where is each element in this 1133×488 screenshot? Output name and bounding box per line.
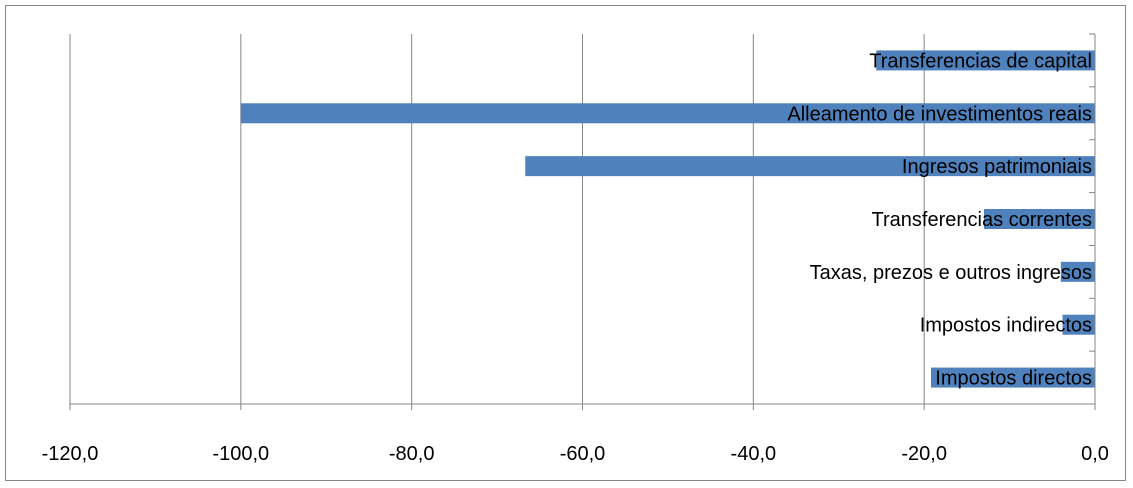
- category-label: Transferencias correntes: [872, 209, 1092, 231]
- category-label: Ingresos patrimoniais: [902, 156, 1092, 178]
- x-tick-label: -100,0: [212, 443, 269, 465]
- axes: [69, 33, 1096, 410]
- bar: [1062, 314, 1095, 335]
- x-tick-label: -20,0: [901, 443, 947, 465]
- bar: [525, 156, 1095, 177]
- bar: [1060, 261, 1095, 282]
- tick-labels: -120,0 -100,0 -80,0 -60,0 -40,0 -20,0 0,0: [42, 443, 1109, 465]
- bar: [983, 209, 1095, 229]
- x-tick-label: -60,0: [560, 443, 606, 465]
- bar: [931, 367, 1095, 388]
- category-label: Alleamento de investimentos reais: [787, 103, 1092, 125]
- chart-frame: [5, 5, 1126, 481]
- category-label: Transferencias de capital: [869, 50, 1092, 72]
- category-label: Impostos indirectos: [920, 315, 1092, 337]
- bar: [876, 50, 1095, 71]
- category-label: Impostos directos: [935, 368, 1092, 390]
- category-label: Taxas, prezos e outros ingresos: [810, 262, 1092, 284]
- x-tick-label: 0,0: [1081, 443, 1109, 465]
- bars: [240, 50, 1096, 388]
- x-tick-label: -40,0: [731, 443, 777, 465]
- gridlines: [69, 34, 925, 404]
- bar: [240, 103, 1096, 124]
- bar-labels: Impostos directos Impostos indirectos Taxa…: [787, 50, 1092, 389]
- x-tick-label: -120,0: [42, 443, 99, 465]
- x-tick-label: -80,0: [389, 443, 435, 465]
